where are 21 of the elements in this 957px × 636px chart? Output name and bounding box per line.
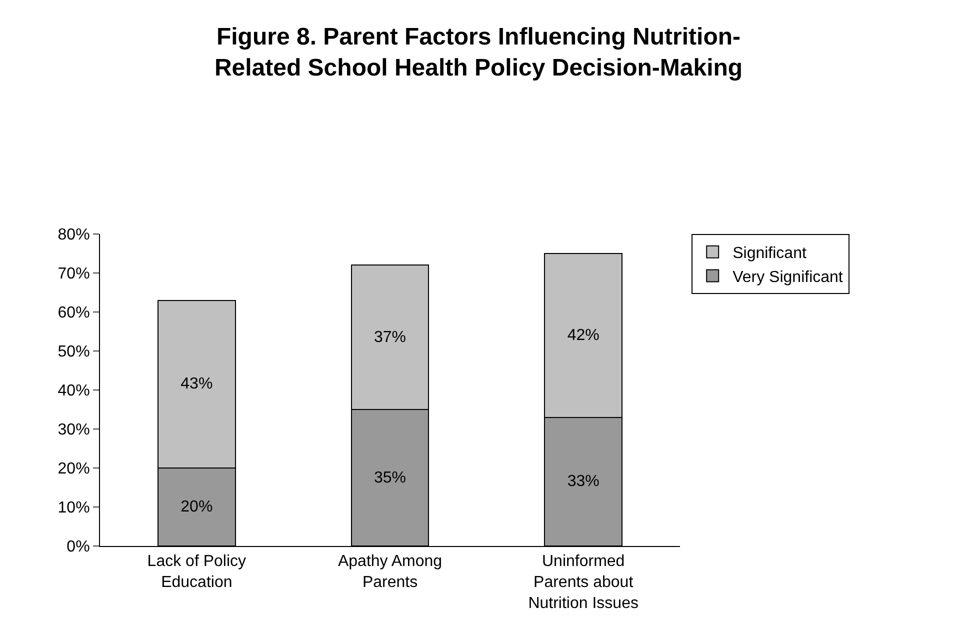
- data-label: 33%: [567, 473, 600, 490]
- y-tick-label: 20%: [58, 460, 90, 478]
- y-tick-label: 0%: [66, 538, 90, 556]
- x-tick-label: Lack of Policy Education: [147, 553, 246, 591]
- x-tick-label: Uninformed Parents about Nutrition Issues: [528, 553, 638, 612]
- data-label: 42%: [567, 326, 600, 344]
- x-tick-label: Apathy Among Parents: [338, 553, 442, 591]
- data-label: 37%: [374, 328, 406, 346]
- legend-label: Significant: [732, 245, 807, 262]
- y-tick-label: 40%: [58, 382, 90, 400]
- data-label: 35%: [374, 469, 406, 486]
- y-tick-label: 60%: [58, 304, 90, 322]
- y-tick-label: 30%: [58, 422, 90, 439]
- chart-title: Figure 8. Parent Factors Influencing Nutrition-Related School Health Policy Decision-Making: [214, 24, 743, 82]
- y-tick-label: 50%: [58, 344, 90, 361]
- data-label: 20%: [180, 498, 213, 516]
- data-label: 43%: [180, 376, 213, 393]
- y-tick-label: 10%: [58, 500, 90, 517]
- y-tick-label: 80%: [58, 226, 90, 244]
- y-tick-label: 70%: [58, 266, 90, 283]
- legend-label: Very Significant: [732, 268, 844, 286]
